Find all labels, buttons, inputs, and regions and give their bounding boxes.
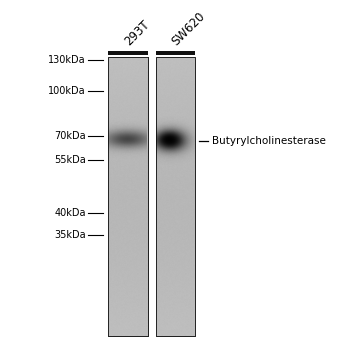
Text: SW620: SW620 xyxy=(170,9,208,48)
Text: 35kDa: 35kDa xyxy=(54,230,86,240)
Text: 55kDa: 55kDa xyxy=(54,154,86,164)
Bar xyxy=(156,57,195,336)
Bar xyxy=(108,57,148,336)
Text: Butyrylcholinesterase: Butyrylcholinesterase xyxy=(212,136,326,146)
Bar xyxy=(108,57,148,336)
Bar xyxy=(156,51,195,55)
Text: 293T: 293T xyxy=(122,18,152,48)
Text: 130kDa: 130kDa xyxy=(48,55,86,65)
Text: 100kDa: 100kDa xyxy=(48,86,86,96)
Bar xyxy=(108,51,148,55)
Text: 70kDa: 70kDa xyxy=(54,131,86,141)
Text: 40kDa: 40kDa xyxy=(54,208,86,217)
Bar xyxy=(156,57,195,336)
